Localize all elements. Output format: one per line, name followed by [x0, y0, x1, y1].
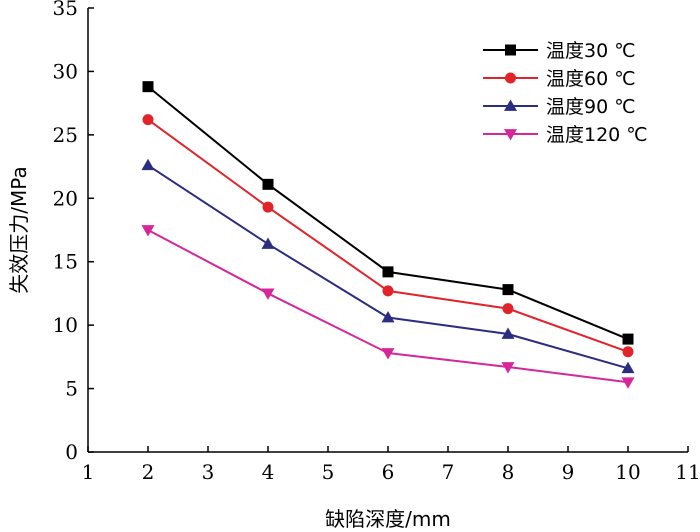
data-point [622, 333, 634, 345]
y-tick-label: 25 [53, 123, 78, 147]
data-point [381, 311, 395, 323]
data-point [382, 285, 394, 297]
y-tick-label: 0 [65, 440, 78, 464]
y-tick-label: 20 [53, 186, 78, 210]
legend: 温度30 ℃ 温度60 ℃ 温度90 ℃ 温度120 ℃ [483, 40, 648, 146]
data-point [142, 81, 154, 93]
data-point [621, 377, 635, 389]
x-tick-label: 7 [442, 460, 455, 484]
data-point [141, 225, 155, 237]
legend-label: 温度90 ℃ [546, 96, 636, 118]
data-point [262, 178, 274, 190]
data-point [142, 114, 154, 126]
x-tick-label: 3 [202, 460, 215, 484]
y-tick-label: 35 [53, 0, 78, 20]
y-ticks: 0 5 10 15 20 25 30 35 [53, 0, 94, 464]
y-tick-label: 15 [53, 250, 78, 274]
series-2 [142, 114, 634, 358]
y-axis-title: 失效压力/MPa [7, 166, 31, 293]
legend-label: 温度30 ℃ [546, 40, 636, 62]
legend-label: 温度120 ℃ [546, 124, 648, 146]
data-point [502, 303, 514, 315]
x-ticks: 1 2 3 4 5 6 7 8 9 10 11 [82, 446, 700, 484]
legend-label: 温度60 ℃ [546, 68, 636, 90]
y-tick-label: 30 [53, 59, 78, 83]
x-tick-label: 5 [322, 460, 335, 484]
data-point [261, 237, 275, 249]
legend-entry: 温度60 ℃ [483, 68, 636, 90]
legend-marker [504, 129, 517, 141]
legend-marker [504, 99, 517, 111]
data-point [382, 266, 394, 278]
data-point [501, 327, 515, 339]
series-3 [141, 158, 635, 374]
x-tick-label: 2 [142, 460, 155, 484]
data-point [622, 346, 634, 358]
x-tick-label: 4 [262, 460, 275, 484]
data-point [262, 201, 274, 213]
x-tick-label: 1 [82, 460, 95, 484]
y-tick-label: 5 [65, 377, 78, 401]
data-point [501, 362, 515, 374]
legend-marker [505, 44, 516, 56]
x-tick-label: 6 [382, 460, 395, 484]
legend-entry: 温度120 ℃ [483, 124, 648, 146]
legend-entry: 温度90 ℃ [483, 96, 636, 118]
x-tick-label: 10 [615, 460, 640, 484]
series-4 [141, 225, 635, 389]
y-tick-label: 10 [53, 313, 78, 337]
legend-marker [505, 72, 516, 84]
series-layer [141, 81, 635, 389]
x-tick-label: 8 [502, 460, 515, 484]
legend-entry: 温度30 ℃ [483, 40, 636, 62]
series-1 [142, 81, 634, 345]
data-point [261, 288, 275, 300]
x-tick-label: 11 [675, 460, 700, 484]
data-point [502, 284, 514, 296]
x-tick-label: 9 [562, 460, 575, 484]
x-axis-title: 缺陷深度/mm [325, 507, 451, 531]
data-point [141, 158, 155, 171]
data-point [621, 361, 635, 374]
data-point [381, 348, 395, 360]
